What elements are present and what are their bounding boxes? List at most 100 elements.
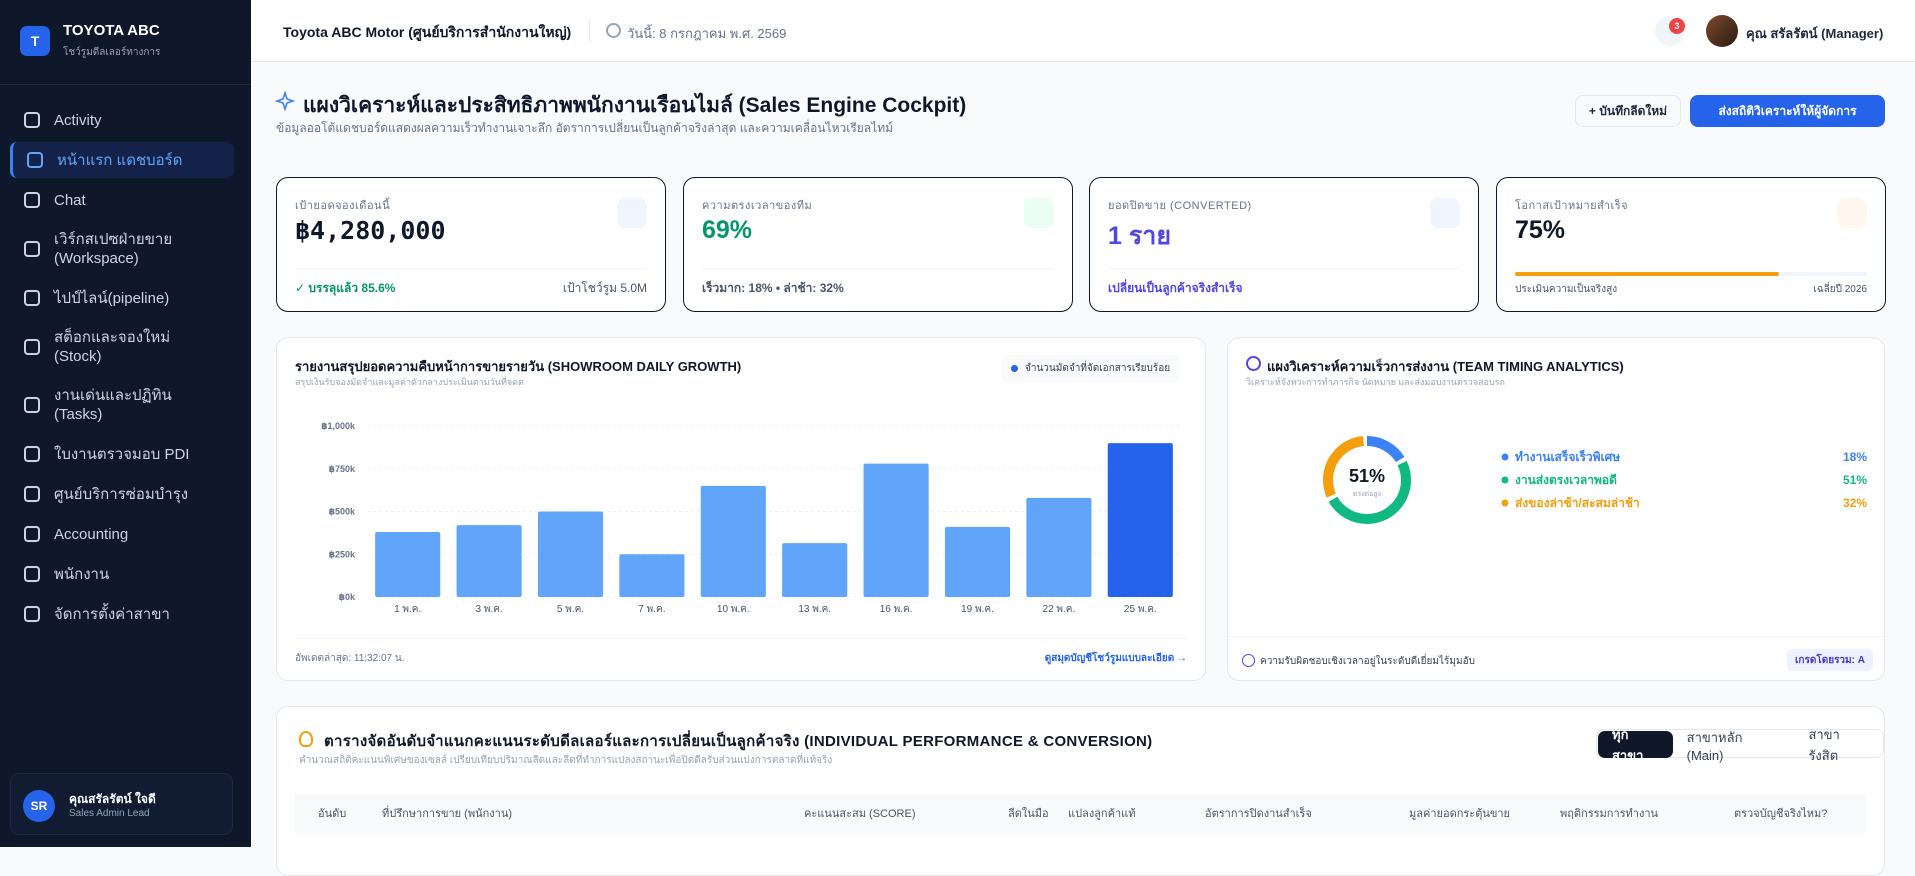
x-tick-label: 25 พ.ค. <box>1124 604 1157 615</box>
legend-dot <box>1501 476 1509 484</box>
user-initials: SR <box>23 790 55 822</box>
nav-item[interactable]: หน้าแรก แดชบอร์ด <box>10 142 234 178</box>
tab[interactable]: ทุกสาขา <box>1598 727 1673 763</box>
x-tick-label: 13 พ.ค. <box>798 604 831 615</box>
bar <box>863 463 929 597</box>
tab[interactable]: สาขาหลัก (Main) <box>1686 729 1743 763</box>
logo: T <box>20 26 50 56</box>
kpi-foot-right: เป้าโชว์รูม 5.0M <box>562 281 647 295</box>
nav-icon <box>24 290 40 306</box>
nav-item[interactable]: สต็อกและจองใหม่ (Stock) <box>10 320 234 374</box>
user-role: Sales Admin Lead <box>69 808 150 819</box>
notification-count: 3 <box>1669 18 1685 34</box>
kpi-card: เป้ายอดจองเดือนนี้ ฿4,280,000 ✓ บรรลุแล้ว … <box>276 177 666 312</box>
table-header <box>295 795 1866 833</box>
legend-value: 51% <box>1843 473 1867 487</box>
nav-label: Activity <box>54 111 102 129</box>
legend-dot <box>1011 365 1018 372</box>
legend-label: งานส่งตรงเวลาพอดี <box>1515 473 1617 487</box>
nav-item[interactable]: Chat <box>10 182 234 218</box>
nav-item[interactable]: เวิร์กสเปซฝ่ายขาย (Workspace) <box>10 222 234 276</box>
kpi-label: ยอดปิดขาย (CONVERTED) <box>1108 200 1252 212</box>
bar-chart-panel: รายงานสรุปยอดความคืบหน้าการขายรายวัน (SH… <box>276 337 1206 681</box>
nav-icon <box>24 526 40 542</box>
user-name: คุณสรัลรัตน์ ใจดี <box>69 792 156 806</box>
send-report-button[interactable]: ส่งสถิติวิเคราะห์ให้ผู้จัดการ <box>1690 95 1885 127</box>
bar <box>456 525 522 597</box>
kpi-foot-right: เฉลี่ยปี 2026 <box>1813 284 1867 295</box>
spark-icon <box>275 91 295 111</box>
column-header: อันดับ <box>318 808 347 820</box>
nav-item[interactable]: งานเด่นและปฏิทิน (Tasks) <box>10 378 234 432</box>
table-panel: ตารางจัดอันดับจำแนกคะแนนระดับดีลเลอร์และ… <box>276 706 1885 876</box>
bar <box>700 485 766 597</box>
nav-item[interactable]: จัดการตั้งค่าสาขา <box>10 596 234 632</box>
kpi-value: ฿4,280,000 <box>295 216 446 245</box>
page-title: แผงวิเคราะห์และประสิทธิภาพพนักงานเรือนไม… <box>303 94 967 117</box>
chart-title: แผงวิเคราะห์ความเร็วการส่งงาน (TEAM TIMI… <box>1267 359 1624 374</box>
pie-chart-panel: แผงวิเคราะห์ความเร็วการส่งงาน (TEAM TIMI… <box>1227 337 1885 681</box>
nav-item[interactable]: Accounting <box>10 516 234 552</box>
x-tick-label: 7 พ.ค. <box>638 604 665 615</box>
kpi-icon <box>1837 198 1867 228</box>
ledger-link[interactable]: ดูสมุดบัญชีโชว์รูมแบบละเอียด → <box>1044 653 1187 664</box>
nav-label: งานเด่นและปฏิทิน (Tasks) <box>54 387 172 423</box>
nav-icon <box>24 241 40 257</box>
pie-footer: ความรับผิดชอบเชิงเวลาอยู่ในระดับดีเยี่ยม… <box>1260 656 1475 667</box>
bar-chart: ฿0k ฿250k ฿500k ฿750k ฿1,000k 1 พ.ค. 3 พ.ค. 5 พ… <box>321 421 1181 615</box>
progress-track <box>1515 272 1867 276</box>
kpi-icon <box>1024 198 1054 228</box>
legend-dot <box>1501 453 1509 461</box>
nav-icon <box>24 606 40 622</box>
nav-icon <box>24 112 40 128</box>
nav-label: Chat <box>54 191 86 209</box>
nav-item[interactable]: ศูนย์บริการซ่อมบำรุง <box>10 476 234 512</box>
legend: จำนวนมัดจำที่จัดเอกสารเรียบร้อย <box>1001 355 1181 382</box>
sidebar: T TOYOTA ABC โชว์รูมดีลเลอร์ทางการ Activ… <box>0 0 251 847</box>
y-tick-label: ฿750k <box>329 464 356 474</box>
legend-dot <box>1501 499 1509 507</box>
legend-value: 18% <box>1843 450 1867 464</box>
tab[interactable]: สาขารังสิต <box>1808 726 1840 763</box>
divider <box>0 84 251 85</box>
nav-icon <box>24 192 40 208</box>
brand: TOYOTA ABC <box>63 22 160 39</box>
column-header: มูลค่ายอดกระตุ้นขาย <box>1409 808 1511 820</box>
table-title: ตารางจัดอันดับจำแนกคะแนนระดับดีลเลอร์และ… <box>324 733 1153 750</box>
nav-item[interactable]: Activity <box>10 102 234 138</box>
new-lead-button[interactable]: + บันทึกลีดใหม่ <box>1575 95 1681 127</box>
chart-subtitle: วิเคราะห์จังหวะการทำภารกิจ นัดหมาย และส่… <box>1246 377 1505 387</box>
x-tick-label: 5 พ.ค. <box>557 604 584 615</box>
nav-icon <box>24 397 40 413</box>
column-header: ลีดในมือ <box>1008 808 1049 820</box>
donut-segment <box>1323 436 1411 524</box>
legend-value: 32% <box>1843 496 1867 510</box>
user-card[interactable]: SR คุณสรัลรัตน์ ใจดี Sales Admin Lead <box>10 773 233 835</box>
chart-title: รายงานสรุปยอดความคืบหน้าการขายรายวัน (SH… <box>295 359 742 374</box>
nav-item[interactable]: ไปป์ไลน์(pipeline) <box>10 280 234 316</box>
table-subtitle: คำนวณสถิติคะแนนพิเศษของเซลล์ เปรียบเทียบ… <box>299 755 833 766</box>
legend-label: จำนวนมัดจำที่จัดเอกสารเรียบร้อย <box>1025 363 1171 374</box>
nav-item[interactable]: พนักงาน <box>10 556 234 592</box>
kpi-label: ความตรงเวลาของทีม <box>702 200 813 212</box>
y-tick-label: ฿1,000k <box>321 421 356 431</box>
nav-label: เวิร์กสเปซฝ่ายขาย (Workspace) <box>54 231 173 267</box>
x-tick-label: 19 พ.ค. <box>961 604 994 615</box>
kpi-foot: ประเมินความเป็นจริงสูง <box>1515 284 1618 295</box>
user-name[interactable]: คุณ สรัลรัตน์ (Manager) <box>1746 26 1884 41</box>
nav-icon <box>27 152 43 168</box>
y-tick-label: ฿500k <box>329 507 356 517</box>
divider <box>702 268 1054 269</box>
avatar[interactable] <box>1706 15 1738 47</box>
kpi-label: เป้ายอดจองเดือนนี้ <box>295 200 391 212</box>
nav-item[interactable]: ใบงานตรวจมอบ PDI <box>10 436 234 472</box>
nav-label: หน้าแรก แดชบอร์ด <box>57 151 183 169</box>
column-header: อัตราการปิดงานสำเร็จ <box>1205 808 1312 820</box>
donut-center-sub: ตรงต่อสูง <box>1353 491 1381 498</box>
bar <box>619 554 685 597</box>
bar <box>1026 497 1092 597</box>
bar <box>537 511 604 597</box>
updated: อัพเดตล่าสุด: 11:32:07 น. <box>295 653 405 664</box>
column-header: ตรวจบัญชีจริงไหม? <box>1734 808 1828 820</box>
